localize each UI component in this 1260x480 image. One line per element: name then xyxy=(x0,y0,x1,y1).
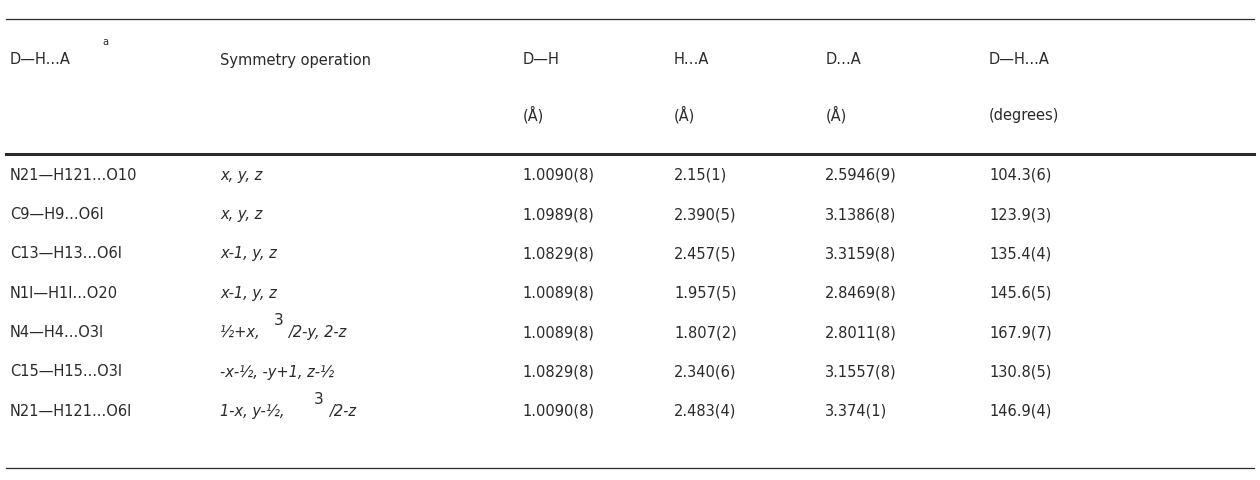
Text: 3.1386(8): 3.1386(8) xyxy=(825,207,897,222)
Text: 2.8469(8): 2.8469(8) xyxy=(825,286,897,301)
Text: D—H...A: D—H...A xyxy=(989,52,1050,68)
Text: 1.957(5): 1.957(5) xyxy=(674,286,737,301)
Text: 145.6(5): 145.6(5) xyxy=(989,286,1052,301)
Text: (degrees): (degrees) xyxy=(989,108,1060,123)
Text: 2.457(5): 2.457(5) xyxy=(674,246,737,262)
Text: /2-y, 2-z: /2-y, 2-z xyxy=(289,325,347,340)
Text: ½+x,: ½+x, xyxy=(220,325,265,340)
Text: /2-z: /2-z xyxy=(329,404,355,419)
Text: Symmetry operation: Symmetry operation xyxy=(220,52,372,68)
Text: 2.5946(9): 2.5946(9) xyxy=(825,168,897,183)
Text: 135.4(4): 135.4(4) xyxy=(989,246,1051,262)
Text: 1.0829(8): 1.0829(8) xyxy=(523,246,595,262)
Text: N21—H121...O10: N21—H121...O10 xyxy=(10,168,137,183)
Text: D—H: D—H xyxy=(523,52,559,68)
Text: 1.0829(8): 1.0829(8) xyxy=(523,364,595,380)
Text: 3.1557(8): 3.1557(8) xyxy=(825,364,897,380)
Text: 1-x, y-½,: 1-x, y-½, xyxy=(220,404,290,419)
Text: x-1, y, z: x-1, y, z xyxy=(220,246,277,262)
Text: 2.340(6): 2.340(6) xyxy=(674,364,737,380)
Text: 167.9(7): 167.9(7) xyxy=(989,325,1052,340)
Text: 146.9(4): 146.9(4) xyxy=(989,404,1052,419)
Text: D—H...A: D—H...A xyxy=(10,52,71,68)
Text: 3: 3 xyxy=(273,313,284,328)
Text: 1.0090(8): 1.0090(8) xyxy=(523,168,595,183)
Text: (Å): (Å) xyxy=(523,107,544,124)
Text: 2.483(4): 2.483(4) xyxy=(674,404,737,419)
Text: x, y, z: x, y, z xyxy=(220,207,263,222)
Text: 1.0989(8): 1.0989(8) xyxy=(523,207,595,222)
Text: C15—H15...O3I: C15—H15...O3I xyxy=(10,364,122,380)
Text: 3.374(1): 3.374(1) xyxy=(825,404,887,419)
Text: 3: 3 xyxy=(314,392,324,407)
Text: 1.0089(8): 1.0089(8) xyxy=(523,325,595,340)
Text: 2.8011(8): 2.8011(8) xyxy=(825,325,897,340)
Text: 1.0089(8): 1.0089(8) xyxy=(523,286,595,301)
Text: a: a xyxy=(102,37,108,47)
Text: 123.9(3): 123.9(3) xyxy=(989,207,1051,222)
Text: 3.3159(8): 3.3159(8) xyxy=(825,246,897,262)
Text: 104.3(6): 104.3(6) xyxy=(989,168,1052,183)
Text: x, y, z: x, y, z xyxy=(220,168,263,183)
Text: C13—H13...O6I: C13—H13...O6I xyxy=(10,246,122,262)
Text: -x-½, -y+1, z-½: -x-½, -y+1, z-½ xyxy=(220,364,335,380)
Text: 2.15(1): 2.15(1) xyxy=(674,168,727,183)
Text: 130.8(5): 130.8(5) xyxy=(989,364,1052,380)
Text: (Å): (Å) xyxy=(825,107,847,124)
Text: x-1, y, z: x-1, y, z xyxy=(220,286,277,301)
Text: 2.390(5): 2.390(5) xyxy=(674,207,737,222)
Text: N4—H4...O3I: N4—H4...O3I xyxy=(10,325,105,340)
Text: N1I—H1I...O20: N1I—H1I...O20 xyxy=(10,286,118,301)
Text: 1.0090(8): 1.0090(8) xyxy=(523,404,595,419)
Text: H…A: H…A xyxy=(674,52,709,68)
Text: (Å): (Å) xyxy=(674,107,696,124)
Text: C9—H9...O6I: C9—H9...O6I xyxy=(10,207,103,222)
Text: 1.807(2): 1.807(2) xyxy=(674,325,737,340)
Text: N21—H121...O6I: N21—H121...O6I xyxy=(10,404,132,419)
Text: D…A: D…A xyxy=(825,52,861,68)
